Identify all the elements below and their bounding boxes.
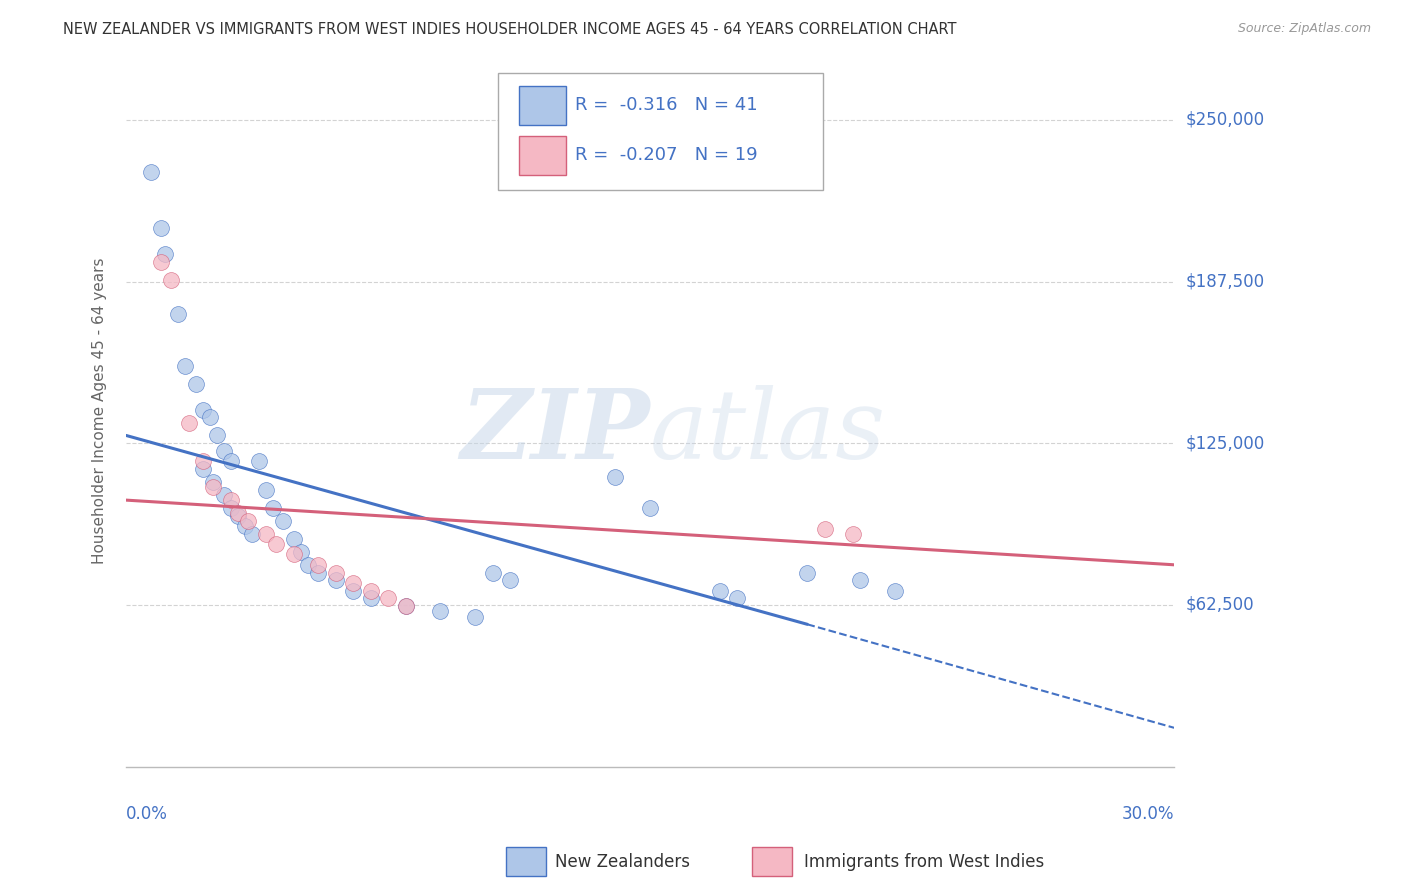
Point: [325, 566, 347, 580]
Point: [796, 566, 818, 580]
Point: [841, 526, 863, 541]
Text: NEW ZEALANDER VS IMMIGRANTS FROM WEST INDIES HOUSEHOLDER INCOME AGES 45 - 64 YEA: NEW ZEALANDER VS IMMIGRANTS FROM WEST IN…: [63, 22, 956, 37]
Point: [283, 532, 305, 546]
Point: [429, 604, 451, 618]
Text: $250,000: $250,000: [1185, 111, 1264, 128]
Point: [150, 221, 173, 235]
Text: New Zealanders: New Zealanders: [555, 853, 690, 871]
Point: [219, 493, 242, 508]
Point: [177, 416, 200, 430]
Point: [394, 599, 416, 614]
Point: [160, 273, 183, 287]
Text: Source: ZipAtlas.com: Source: ZipAtlas.com: [1237, 22, 1371, 36]
Text: atlas: atlas: [650, 385, 886, 479]
Text: Immigrants from West Indies: Immigrants from West Indies: [804, 853, 1045, 871]
Text: ZIP: ZIP: [460, 385, 650, 479]
Point: [360, 591, 382, 606]
Point: [266, 537, 288, 551]
Point: [725, 591, 748, 606]
Point: [814, 522, 837, 536]
Point: [202, 475, 225, 489]
Point: [605, 470, 627, 484]
Point: [709, 583, 731, 598]
Point: [254, 526, 277, 541]
Point: [262, 500, 284, 515]
Point: [198, 410, 221, 425]
Point: [139, 164, 162, 178]
Point: [167, 307, 190, 321]
Point: [297, 558, 319, 572]
Point: [283, 548, 305, 562]
Point: [360, 583, 382, 598]
Text: R =  -0.316   N = 41: R = -0.316 N = 41: [575, 96, 758, 114]
Point: [240, 526, 263, 541]
Point: [191, 454, 214, 468]
Point: [153, 247, 176, 261]
Point: [202, 480, 225, 494]
Point: [290, 545, 312, 559]
Y-axis label: Householder Income Ages 45 - 64 years: Householder Income Ages 45 - 64 years: [93, 258, 107, 564]
Point: [238, 514, 260, 528]
Point: [342, 583, 364, 598]
Point: [464, 609, 486, 624]
Point: [150, 255, 173, 269]
Text: $125,000: $125,000: [1185, 434, 1264, 452]
Point: [499, 574, 522, 588]
Point: [205, 428, 228, 442]
Point: [848, 574, 870, 588]
Point: [307, 558, 329, 572]
Point: [247, 454, 270, 468]
Point: [184, 376, 207, 391]
Text: R =  -0.207   N = 19: R = -0.207 N = 19: [575, 145, 758, 164]
Point: [191, 462, 214, 476]
Bar: [519, 86, 567, 125]
Bar: [519, 136, 567, 175]
Point: [219, 500, 242, 515]
Point: [482, 566, 505, 580]
Point: [325, 574, 347, 588]
Point: [226, 506, 249, 520]
Point: [394, 599, 416, 614]
Point: [307, 566, 329, 580]
Text: $62,500: $62,500: [1185, 596, 1254, 614]
Point: [191, 402, 214, 417]
FancyBboxPatch shape: [498, 73, 823, 190]
Point: [883, 583, 905, 598]
Point: [226, 508, 249, 523]
Point: [271, 514, 294, 528]
Point: [233, 519, 256, 533]
Text: $187,500: $187,500: [1185, 273, 1264, 291]
Text: 30.0%: 30.0%: [1122, 805, 1174, 823]
Text: 0.0%: 0.0%: [127, 805, 167, 823]
Point: [254, 483, 277, 497]
Point: [638, 500, 661, 515]
Point: [212, 444, 235, 458]
Point: [212, 488, 235, 502]
Point: [174, 359, 197, 373]
Point: [377, 591, 399, 606]
Point: [342, 575, 364, 590]
Point: [219, 454, 242, 468]
